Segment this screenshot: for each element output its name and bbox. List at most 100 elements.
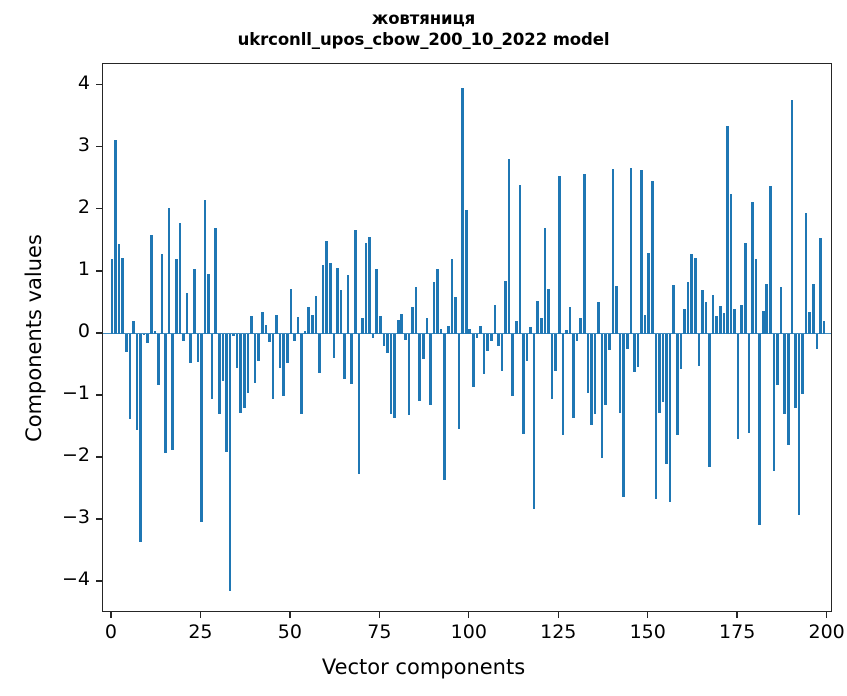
bar [278, 333, 282, 368]
bar [325, 240, 328, 334]
y-tick-mark [96, 580, 102, 582]
bar [307, 306, 311, 334]
bar [486, 333, 489, 352]
bar [729, 194, 733, 334]
bar [429, 333, 432, 406]
bar [557, 175, 561, 334]
x-tick-label: 175 [719, 621, 756, 643]
bar [636, 333, 640, 368]
bar [597, 301, 600, 334]
bar [565, 329, 568, 334]
bar [439, 328, 443, 334]
bar [529, 327, 532, 334]
bar [343, 333, 346, 380]
bar [225, 333, 228, 453]
bar [282, 333, 285, 396]
bar [647, 253, 650, 334]
bar [164, 333, 167, 453]
bar [414, 286, 418, 334]
bar [200, 333, 203, 523]
bar [718, 305, 722, 334]
bar [736, 333, 740, 440]
bar [393, 333, 396, 419]
bar [132, 321, 135, 334]
bar [214, 227, 217, 334]
y-tick-mark [96, 518, 102, 520]
bar [268, 333, 271, 342]
bar [318, 333, 321, 373]
x-tick-label: 25 [188, 621, 213, 643]
bar [579, 317, 582, 334]
bar [250, 316, 253, 334]
bar [175, 258, 178, 334]
bar [536, 300, 540, 334]
bar [332, 333, 336, 359]
bar [751, 202, 754, 334]
bar [572, 333, 575, 419]
bar [386, 333, 389, 354]
y-tick-label: 4 [77, 71, 90, 94]
bar [232, 333, 235, 336]
bar [228, 333, 232, 591]
bar [364, 242, 368, 334]
bar [608, 333, 611, 350]
bar [350, 333, 353, 385]
bar [779, 287, 783, 334]
bar [303, 330, 307, 334]
bar [690, 254, 693, 334]
bar [411, 307, 414, 334]
bar [540, 318, 543, 334]
bar [765, 284, 769, 334]
bar [328, 262, 332, 334]
bar [554, 333, 557, 372]
bar [203, 200, 207, 334]
bar [396, 320, 400, 334]
bar [185, 292, 189, 334]
bar [221, 333, 225, 381]
bar [246, 333, 250, 393]
bar [676, 333, 679, 435]
bar [153, 330, 157, 334]
bar [586, 333, 590, 393]
y-tick-label: −4 [61, 567, 90, 590]
bar [697, 333, 701, 367]
bar [253, 333, 257, 384]
x-tick-mark [110, 612, 112, 618]
x-tick-mark [647, 612, 649, 618]
bar [472, 333, 475, 388]
bar [271, 333, 275, 399]
y-tick-mark [96, 456, 102, 458]
bar [650, 180, 654, 334]
x-tick-label: 200 [808, 621, 845, 643]
x-tick-mark [289, 612, 291, 618]
bar [275, 314, 278, 334]
bar [604, 333, 608, 405]
bar [618, 333, 622, 414]
x-tick-label: 150 [629, 621, 666, 643]
bar [207, 273, 210, 334]
bar [615, 286, 618, 334]
bar [776, 333, 779, 386]
bar [285, 333, 289, 363]
bar [117, 243, 121, 334]
bar [447, 325, 450, 334]
bar [747, 333, 751, 434]
bar [314, 296, 318, 334]
bar [815, 333, 819, 350]
bar [464, 209, 468, 334]
bar [196, 333, 200, 363]
bar [801, 333, 804, 395]
bar [808, 312, 812, 334]
bar [243, 333, 246, 409]
bar [375, 269, 379, 334]
bar [575, 333, 579, 342]
y-tick-mark [96, 208, 102, 210]
bar [493, 304, 497, 334]
bar [321, 264, 325, 334]
y-tick-mark [96, 394, 102, 396]
bar [139, 333, 142, 542]
bar [217, 333, 221, 415]
bar [339, 290, 343, 334]
bar [532, 333, 536, 510]
bar [701, 290, 704, 334]
